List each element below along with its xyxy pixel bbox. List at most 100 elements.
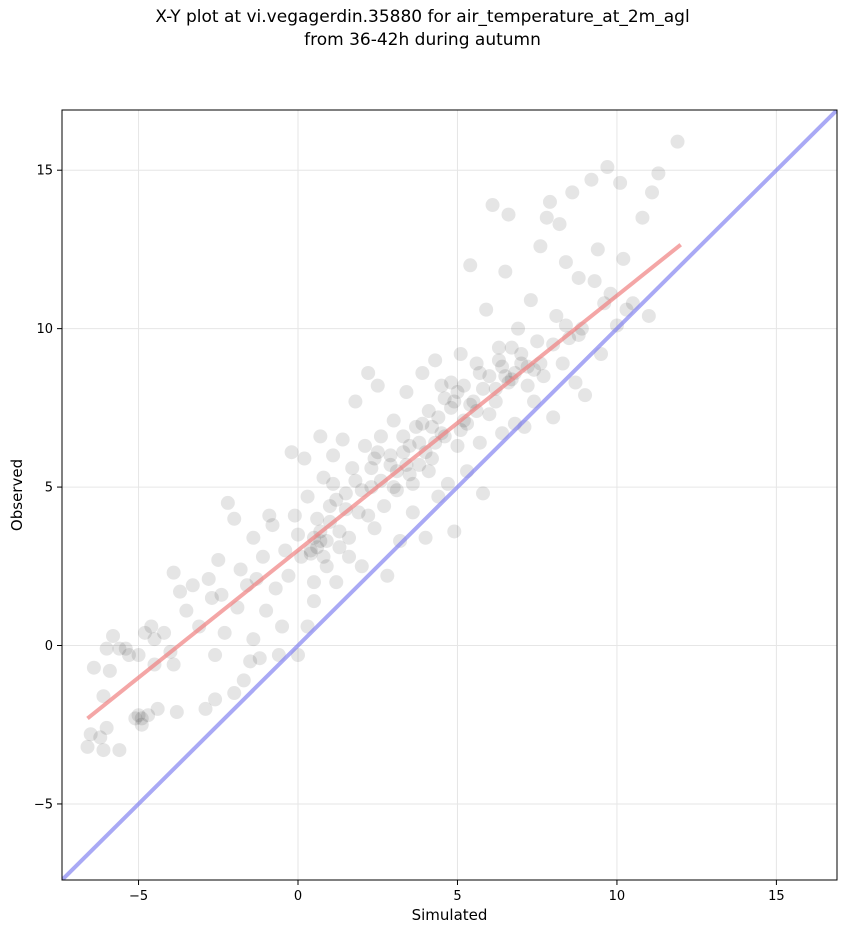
- data-point-169: [616, 251, 631, 266]
- data-point-62: [281, 568, 296, 583]
- data-point-99: [386, 413, 401, 428]
- data-point-126: [472, 435, 487, 450]
- data-point-224: [367, 451, 382, 466]
- data-point-147: [539, 210, 554, 225]
- data-point-31: [179, 603, 194, 618]
- fit-line: [86, 243, 682, 720]
- data-point-173: [641, 308, 656, 323]
- data-point-206: [469, 404, 484, 419]
- data-point-94: [370, 378, 385, 393]
- data-point-77: [316, 470, 331, 485]
- data-point-151: [552, 217, 567, 232]
- data-point-42: [220, 495, 235, 510]
- data-point-56: [262, 508, 277, 523]
- data-point-187: [354, 483, 369, 498]
- data-point-145: [533, 239, 548, 254]
- data-point-79: [322, 499, 337, 514]
- data-point-25: [157, 625, 172, 640]
- data-point-15: [131, 708, 146, 723]
- data-point-132: [491, 340, 506, 355]
- data-point-217: [386, 480, 401, 495]
- data-point-231: [453, 423, 468, 438]
- data-point-38: [208, 692, 223, 707]
- data-point-43: [227, 686, 242, 701]
- chart-title-line-1: X-Y plot at vi.vegagerdin.35880 for air_…: [155, 7, 690, 27]
- data-point-162: [590, 242, 605, 257]
- data-point-185: [326, 476, 341, 491]
- data-point-156: [568, 375, 583, 390]
- data-point-20: [141, 708, 156, 723]
- data-point-223: [491, 353, 506, 368]
- data-point-226: [361, 508, 376, 523]
- data-point-71: [303, 543, 318, 558]
- data-point-32: [185, 578, 200, 593]
- data-point-135: [501, 207, 516, 222]
- identity-line: [62, 110, 837, 880]
- data-point-196: [412, 435, 427, 450]
- data-point-199: [431, 410, 446, 425]
- data-point-10: [112, 641, 127, 656]
- data-point-220: [434, 378, 449, 393]
- data-point-73: [306, 575, 321, 590]
- data-point-23: [147, 632, 162, 647]
- data-point-174: [645, 185, 660, 200]
- data-point-83: [335, 432, 350, 447]
- data-point-119: [450, 438, 465, 453]
- data-point-230: [415, 416, 430, 431]
- data-point-19: [137, 625, 152, 640]
- data-point-90: [357, 438, 372, 453]
- y-tick-label-0: −5: [34, 797, 53, 812]
- data-point-110: [421, 404, 436, 419]
- data-point-198: [424, 419, 439, 434]
- data-point-3: [93, 730, 108, 745]
- data-point-202: [450, 385, 465, 400]
- data-point-112: [428, 353, 443, 368]
- plot-frame: [61, 109, 838, 881]
- data-point-1: [83, 727, 98, 742]
- data-point-139: [514, 346, 529, 361]
- data-point-78: [319, 559, 334, 574]
- data-point-61: [278, 543, 293, 558]
- data-point-24: [150, 701, 165, 716]
- data-point-179: [316, 549, 331, 564]
- data-point-153: [558, 255, 573, 270]
- data-point-219: [421, 464, 436, 479]
- x-tick-label-3: 10: [609, 889, 626, 904]
- chart-title-line-2: from 36-42h during autumn: [304, 30, 541, 50]
- data-point-70: [300, 489, 315, 504]
- data-point-91: [361, 366, 376, 381]
- data-point-146: [536, 369, 551, 384]
- y-axis-label: Observed: [8, 459, 26, 531]
- data-point-86: [345, 461, 360, 476]
- data-point-148: [542, 194, 557, 209]
- data-point-227: [332, 540, 347, 555]
- data-point-117: [444, 375, 459, 390]
- x-tick-label-1: 0: [294, 889, 302, 904]
- data-point-190: [370, 445, 385, 460]
- data-point-65: [291, 527, 306, 542]
- data-point-8: [102, 663, 117, 678]
- data-point-41: [217, 625, 232, 640]
- data-point-149: [546, 410, 561, 425]
- data-point-186: [348, 473, 363, 488]
- data-point-209: [488, 394, 503, 409]
- data-point-37: [208, 648, 223, 663]
- data-point-55: [259, 603, 274, 618]
- data-point-188: [364, 461, 379, 476]
- data-point-130: [485, 198, 500, 213]
- data-point-116: [440, 476, 455, 491]
- data-point-228: [319, 533, 334, 548]
- grid: [62, 110, 837, 880]
- chart-title: X-Y plot at vi.vegagerdin.35880 for air_…: [0, 6, 845, 52]
- data-point-29: [169, 705, 184, 720]
- data-point-17: [134, 717, 149, 732]
- data-point-98: [383, 457, 398, 472]
- data-point-208: [482, 369, 497, 384]
- data-points: [80, 134, 685, 758]
- data-point-11: [112, 743, 127, 758]
- data-point-175: [651, 166, 666, 181]
- y-tick-label-4: 15: [36, 164, 53, 179]
- data-point-80: [326, 448, 341, 463]
- x-tick-label-2: 5: [453, 889, 461, 904]
